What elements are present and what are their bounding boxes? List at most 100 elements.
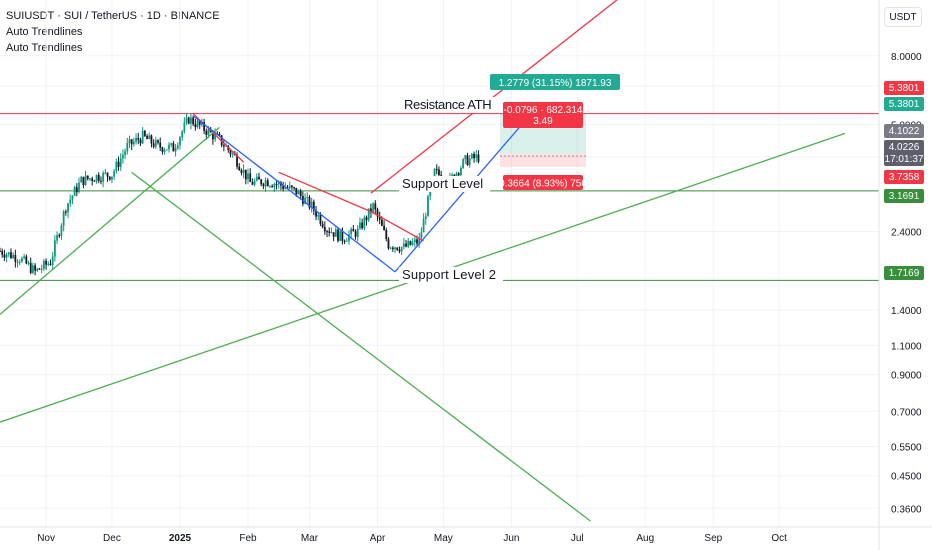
candle-body — [60, 225, 63, 236]
candle-body — [89, 178, 91, 180]
indicator-label[interactable]: Auto Trendlines — [6, 42, 83, 54]
candle-body — [286, 187, 289, 189]
candle-body — [163, 150, 166, 152]
candle-body — [165, 149, 168, 151]
candle-body — [21, 258, 23, 262]
candle-body — [36, 268, 39, 271]
price-tick-label: 2.4000 — [891, 227, 922, 238]
candle-body — [398, 249, 401, 252]
blue-trendline[interactable] — [394, 113, 532, 273]
candle-body — [47, 263, 50, 265]
candle-body — [172, 143, 175, 152]
price-badge — [884, 266, 924, 280]
red-trendline[interactable] — [370, 0, 621, 194]
candle-body — [152, 143, 155, 147]
candle-body — [475, 154, 478, 159]
blue-trendline[interactable] — [192, 115, 396, 273]
candle-body — [253, 180, 256, 185]
indicator-label[interactable]: Auto Trendlines — [6, 26, 83, 38]
time-tick-label: Apr — [370, 533, 386, 544]
candle-body — [80, 176, 83, 183]
candle-body — [266, 180, 269, 187]
candle-body — [148, 135, 151, 140]
candle-body — [370, 208, 372, 213]
support-level-label[interactable]: Support Level — [402, 176, 483, 191]
candle-body — [25, 256, 28, 264]
risk-label: -0.0796 · 682.314 — [504, 105, 583, 116]
time-tick-label: Oct — [771, 533, 787, 544]
candle-body — [51, 256, 54, 265]
candle-body — [411, 242, 414, 245]
candle-body — [126, 143, 129, 152]
price-badge-value: 4.0226 — [889, 142, 920, 153]
target-label: 1.2779 (31.15%) 1871.93 — [499, 78, 612, 89]
support-level-2-label[interactable]: Support Level 2 — [402, 267, 496, 282]
time-tick-label: May — [434, 533, 453, 544]
candle-body — [468, 158, 471, 166]
candle-body — [389, 247, 392, 249]
target-label-box[interactable] — [490, 74, 620, 90]
candle-body — [323, 227, 326, 232]
candle-body — [62, 211, 65, 226]
candle-body — [185, 117, 188, 123]
time-tick-label: Feb — [239, 533, 257, 544]
candle-body — [424, 216, 427, 219]
resistance-label[interactable]: Resistance ATH — [404, 97, 492, 112]
candle-body — [218, 133, 221, 136]
price-badge-value: 3.7358 — [889, 172, 920, 183]
plot-area — [0, 0, 879, 522]
position-stop-zone[interactable] — [500, 153, 586, 167]
candle-body — [288, 185, 291, 188]
candle-body — [190, 117, 192, 124]
candle-body — [141, 130, 144, 144]
candle-body — [100, 180, 102, 182]
candle-body — [345, 240, 348, 242]
candle-body — [473, 153, 475, 159]
candle-body — [82, 176, 85, 186]
candle-body — [385, 230, 388, 240]
candle-body — [354, 231, 357, 237]
candle-body — [159, 142, 162, 148]
green-trendline[interactable] — [0, 126, 220, 315]
red-trendline[interactable] — [278, 171, 372, 213]
candle-body — [315, 210, 317, 217]
candle-body — [207, 129, 210, 135]
candle-body — [418, 237, 421, 244]
candle-body — [69, 199, 72, 204]
candle-body — [38, 268, 41, 270]
candle-body — [42, 260, 45, 269]
candle-body — [86, 175, 89, 179]
candle-body — [18, 261, 21, 263]
candle-body — [363, 217, 366, 229]
candle-body — [376, 209, 379, 217]
candle-body — [334, 229, 337, 237]
price-badge-value: 4.1022 — [889, 126, 920, 137]
candle-body — [400, 246, 403, 252]
candle-body — [73, 187, 76, 196]
green-trendline[interactable] — [131, 171, 591, 522]
candle-body — [91, 178, 94, 181]
candle-body — [328, 231, 331, 233]
red-trendline[interactable] — [370, 211, 424, 242]
candle-body — [150, 135, 153, 144]
candle-body — [317, 214, 320, 217]
candle-body — [361, 222, 364, 229]
time-tick-label: Jul — [571, 533, 584, 544]
candle-body — [67, 203, 69, 213]
candle-body — [420, 232, 423, 238]
symbol-title[interactable]: SUIUSDT · SUI / TetherUS · 1D · BINANCE — [6, 10, 220, 22]
risk-label-box[interactable] — [503, 102, 583, 128]
candle-body — [113, 171, 116, 177]
countdown-label: 17:01:37 — [885, 154, 924, 165]
candle-body — [192, 117, 195, 125]
candle-body — [365, 217, 368, 221]
candle-body — [251, 181, 254, 185]
candle-body — [211, 132, 214, 140]
resistance-label-bg — [401, 97, 499, 113]
stop-label-box[interactable] — [503, 175, 583, 190]
candle-body — [104, 172, 107, 174]
candle-body — [7, 252, 10, 255]
price-badge — [884, 97, 924, 111]
currency-button[interactable]: USDT — [884, 7, 922, 27]
